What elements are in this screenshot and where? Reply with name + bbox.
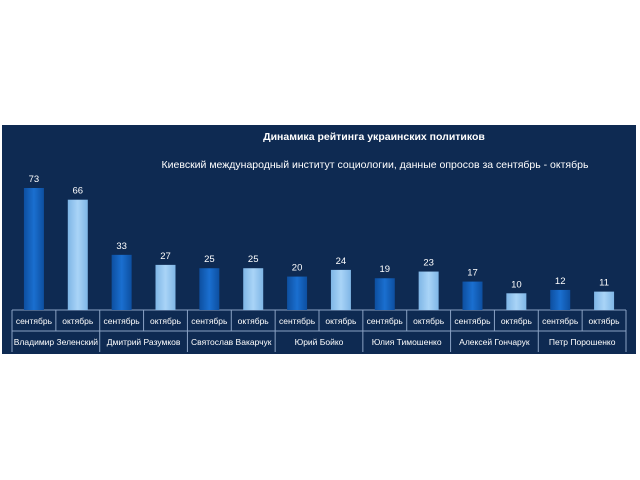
data-label: 73	[29, 174, 40, 185]
data-label: 27	[160, 251, 171, 262]
tick-label: октябрь	[501, 316, 533, 326]
tick-label: сентябрь	[16, 316, 53, 326]
tick-label: октябрь	[150, 316, 182, 326]
bar-september	[199, 268, 220, 310]
data-label: 19	[379, 264, 390, 275]
data-label: 20	[292, 263, 303, 274]
bar-october	[155, 264, 176, 310]
bar-october	[67, 199, 88, 310]
bar-september	[287, 276, 308, 310]
data-label: 10	[511, 279, 522, 290]
tick-label: сентябрь	[104, 316, 141, 326]
tick-label: сентябрь	[279, 316, 316, 326]
category-label: Юлия Тимошенко	[372, 337, 442, 347]
category-label: Петр Порошенко	[549, 337, 616, 347]
bar-september	[462, 281, 483, 310]
data-label: 25	[248, 254, 259, 265]
data-label: 33	[116, 241, 127, 252]
data-label: 12	[555, 276, 566, 287]
bar-october	[330, 269, 351, 310]
data-label: 23	[423, 258, 434, 269]
data-label: 66	[72, 186, 83, 197]
category-label: Святослав Вакарчук	[191, 337, 272, 347]
tick-label: октябрь	[238, 316, 270, 326]
chart-panel: Динамика рейтинга украинских политиков К…	[2, 125, 636, 354]
category-label: Владимир Зеленский	[14, 337, 98, 347]
category-label: Юрий Бойко	[295, 337, 344, 347]
bar-october	[506, 293, 527, 310]
bar-october	[594, 291, 615, 310]
chart-title: Динамика рейтинга украинских политиков	[263, 131, 485, 143]
tick-label: сентябрь	[367, 316, 404, 326]
bar-october	[243, 268, 264, 310]
data-label: 24	[336, 256, 347, 267]
data-label: 11	[599, 278, 609, 289]
bar-september	[23, 188, 44, 310]
bar-chart: 73 сентябрь 66 октябрь Владимир Зеленский 33 с…	[11, 174, 627, 352]
tick-label: сентябрь	[191, 316, 228, 326]
tick-label: октябрь	[589, 316, 621, 326]
tick-label: октябрь	[325, 316, 357, 326]
tick-label: сентябрь	[454, 316, 491, 326]
tick-label: октябрь	[413, 316, 445, 326]
data-label: 25	[204, 254, 215, 265]
bar-september	[374, 278, 395, 310]
chart-subtitle: Киевский международный институт социолог…	[161, 159, 589, 171]
data-label: 17	[467, 268, 478, 279]
category-label: Алексей Гончарук	[459, 337, 530, 347]
category-label: Дмитрий Разумков	[107, 337, 181, 347]
tick-label: октябрь	[62, 316, 94, 326]
bar-september	[111, 254, 132, 310]
tick-label: сентябрь	[542, 316, 579, 326]
bar-october	[418, 271, 439, 310]
bar-september	[550, 289, 571, 310]
